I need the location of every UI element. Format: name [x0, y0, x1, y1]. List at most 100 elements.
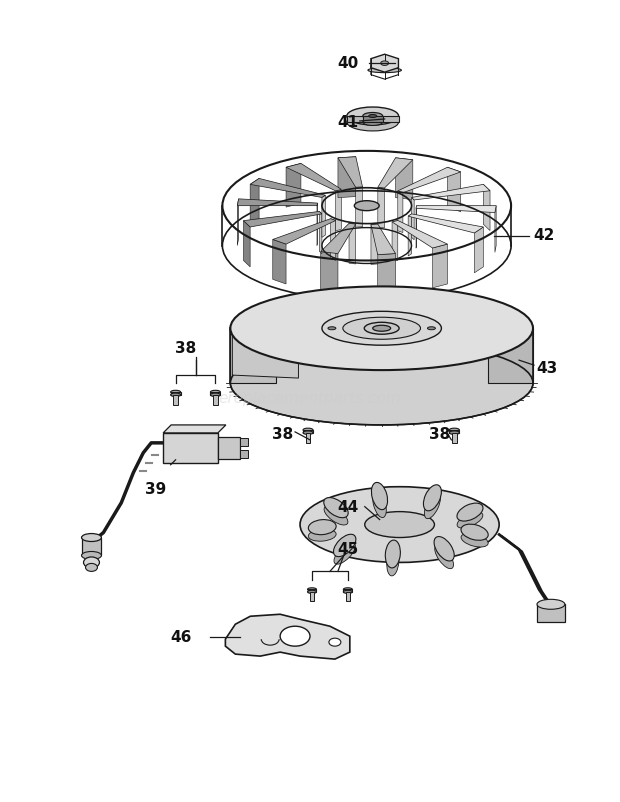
- Ellipse shape: [329, 638, 341, 646]
- Ellipse shape: [343, 590, 352, 593]
- Polygon shape: [398, 168, 461, 192]
- Text: 38: 38: [273, 427, 294, 443]
- Ellipse shape: [461, 525, 488, 541]
- Bar: [347, 116, 399, 122]
- Text: 46: 46: [170, 630, 191, 645]
- Polygon shape: [392, 221, 448, 248]
- Text: 38: 38: [429, 427, 450, 443]
- Polygon shape: [392, 221, 398, 261]
- Ellipse shape: [369, 115, 377, 117]
- Text: ereplacementparts.com: ereplacementparts.com: [219, 391, 401, 406]
- Polygon shape: [371, 224, 396, 255]
- Ellipse shape: [308, 590, 316, 593]
- Ellipse shape: [387, 548, 399, 576]
- Polygon shape: [273, 240, 286, 284]
- Text: 44: 44: [337, 500, 358, 515]
- Ellipse shape: [170, 393, 180, 396]
- Polygon shape: [396, 158, 413, 200]
- Polygon shape: [448, 168, 461, 212]
- Ellipse shape: [457, 503, 483, 521]
- Ellipse shape: [334, 534, 356, 557]
- Polygon shape: [412, 184, 490, 200]
- Ellipse shape: [435, 545, 453, 569]
- Bar: [487, 328, 533, 383]
- Ellipse shape: [347, 113, 399, 131]
- Ellipse shape: [450, 431, 459, 435]
- Bar: [170, 392, 180, 395]
- Ellipse shape: [457, 512, 483, 528]
- Bar: [310, 592, 314, 601]
- Bar: [296, 343, 308, 351]
- Text: 38: 38: [175, 341, 196, 355]
- Bar: [343, 589, 352, 592]
- Bar: [240, 438, 248, 446]
- Polygon shape: [232, 334, 298, 378]
- Polygon shape: [286, 164, 301, 207]
- Ellipse shape: [231, 286, 533, 370]
- Polygon shape: [226, 614, 350, 659]
- Bar: [213, 395, 218, 405]
- Ellipse shape: [231, 341, 533, 425]
- Polygon shape: [335, 189, 342, 231]
- Ellipse shape: [425, 493, 440, 519]
- Polygon shape: [321, 223, 356, 253]
- Bar: [210, 392, 220, 395]
- Polygon shape: [250, 178, 326, 197]
- Bar: [306, 433, 311, 443]
- Polygon shape: [321, 252, 338, 294]
- Ellipse shape: [308, 520, 336, 535]
- Ellipse shape: [343, 318, 420, 339]
- Ellipse shape: [84, 557, 99, 568]
- Polygon shape: [319, 212, 322, 253]
- Polygon shape: [378, 158, 413, 188]
- Text: 43: 43: [536, 361, 557, 375]
- Ellipse shape: [343, 588, 352, 591]
- Bar: [218, 437, 240, 459]
- Polygon shape: [495, 205, 496, 253]
- Text: 41: 41: [337, 115, 358, 131]
- Ellipse shape: [450, 428, 459, 431]
- Ellipse shape: [170, 391, 180, 394]
- Ellipse shape: [381, 61, 389, 66]
- Bar: [308, 589, 316, 592]
- Polygon shape: [378, 187, 384, 228]
- Polygon shape: [408, 214, 412, 256]
- Ellipse shape: [308, 588, 316, 591]
- Bar: [363, 116, 383, 122]
- Ellipse shape: [328, 326, 336, 330]
- Polygon shape: [484, 184, 490, 231]
- Bar: [163, 433, 218, 463]
- Ellipse shape: [461, 533, 488, 547]
- Bar: [537, 604, 565, 622]
- Ellipse shape: [385, 540, 401, 568]
- Ellipse shape: [373, 491, 386, 517]
- Polygon shape: [433, 244, 448, 288]
- Ellipse shape: [303, 428, 313, 431]
- Ellipse shape: [427, 326, 435, 330]
- Polygon shape: [163, 425, 226, 433]
- Ellipse shape: [423, 484, 441, 511]
- Ellipse shape: [300, 487, 499, 562]
- Polygon shape: [330, 219, 335, 261]
- Polygon shape: [286, 164, 342, 191]
- Polygon shape: [416, 205, 496, 213]
- Bar: [303, 430, 313, 433]
- Polygon shape: [398, 191, 403, 233]
- Ellipse shape: [86, 564, 97, 571]
- Polygon shape: [349, 223, 356, 264]
- Ellipse shape: [210, 391, 220, 394]
- Polygon shape: [474, 227, 484, 273]
- Polygon shape: [237, 199, 239, 245]
- Polygon shape: [250, 178, 259, 225]
- Text: 40: 40: [337, 55, 358, 71]
- Ellipse shape: [347, 107, 399, 125]
- Bar: [240, 450, 248, 458]
- Ellipse shape: [324, 506, 348, 525]
- Ellipse shape: [303, 431, 313, 435]
- Polygon shape: [371, 224, 378, 265]
- Ellipse shape: [373, 326, 391, 331]
- Text: 45: 45: [337, 542, 358, 557]
- Text: 42: 42: [533, 228, 555, 243]
- Bar: [345, 592, 350, 601]
- Polygon shape: [408, 214, 484, 233]
